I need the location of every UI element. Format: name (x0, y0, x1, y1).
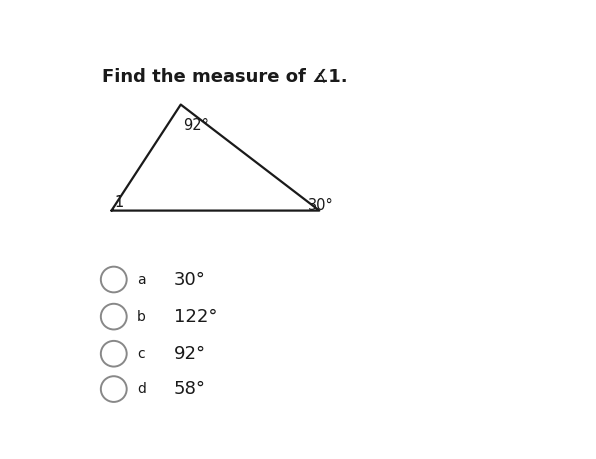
Text: b: b (137, 310, 146, 324)
Text: a: a (137, 273, 145, 286)
Text: c: c (137, 347, 144, 361)
Text: Find the measure of ∡1.: Find the measure of ∡1. (103, 67, 348, 85)
Text: 30°: 30° (308, 198, 334, 213)
Text: 92°: 92° (183, 118, 209, 133)
Text: 92°: 92° (174, 345, 206, 363)
Text: 122°: 122° (174, 308, 218, 325)
Text: 1: 1 (114, 196, 124, 210)
Text: 58°: 58° (174, 380, 206, 398)
Text: 30°: 30° (174, 270, 206, 289)
Text: d: d (137, 382, 146, 396)
